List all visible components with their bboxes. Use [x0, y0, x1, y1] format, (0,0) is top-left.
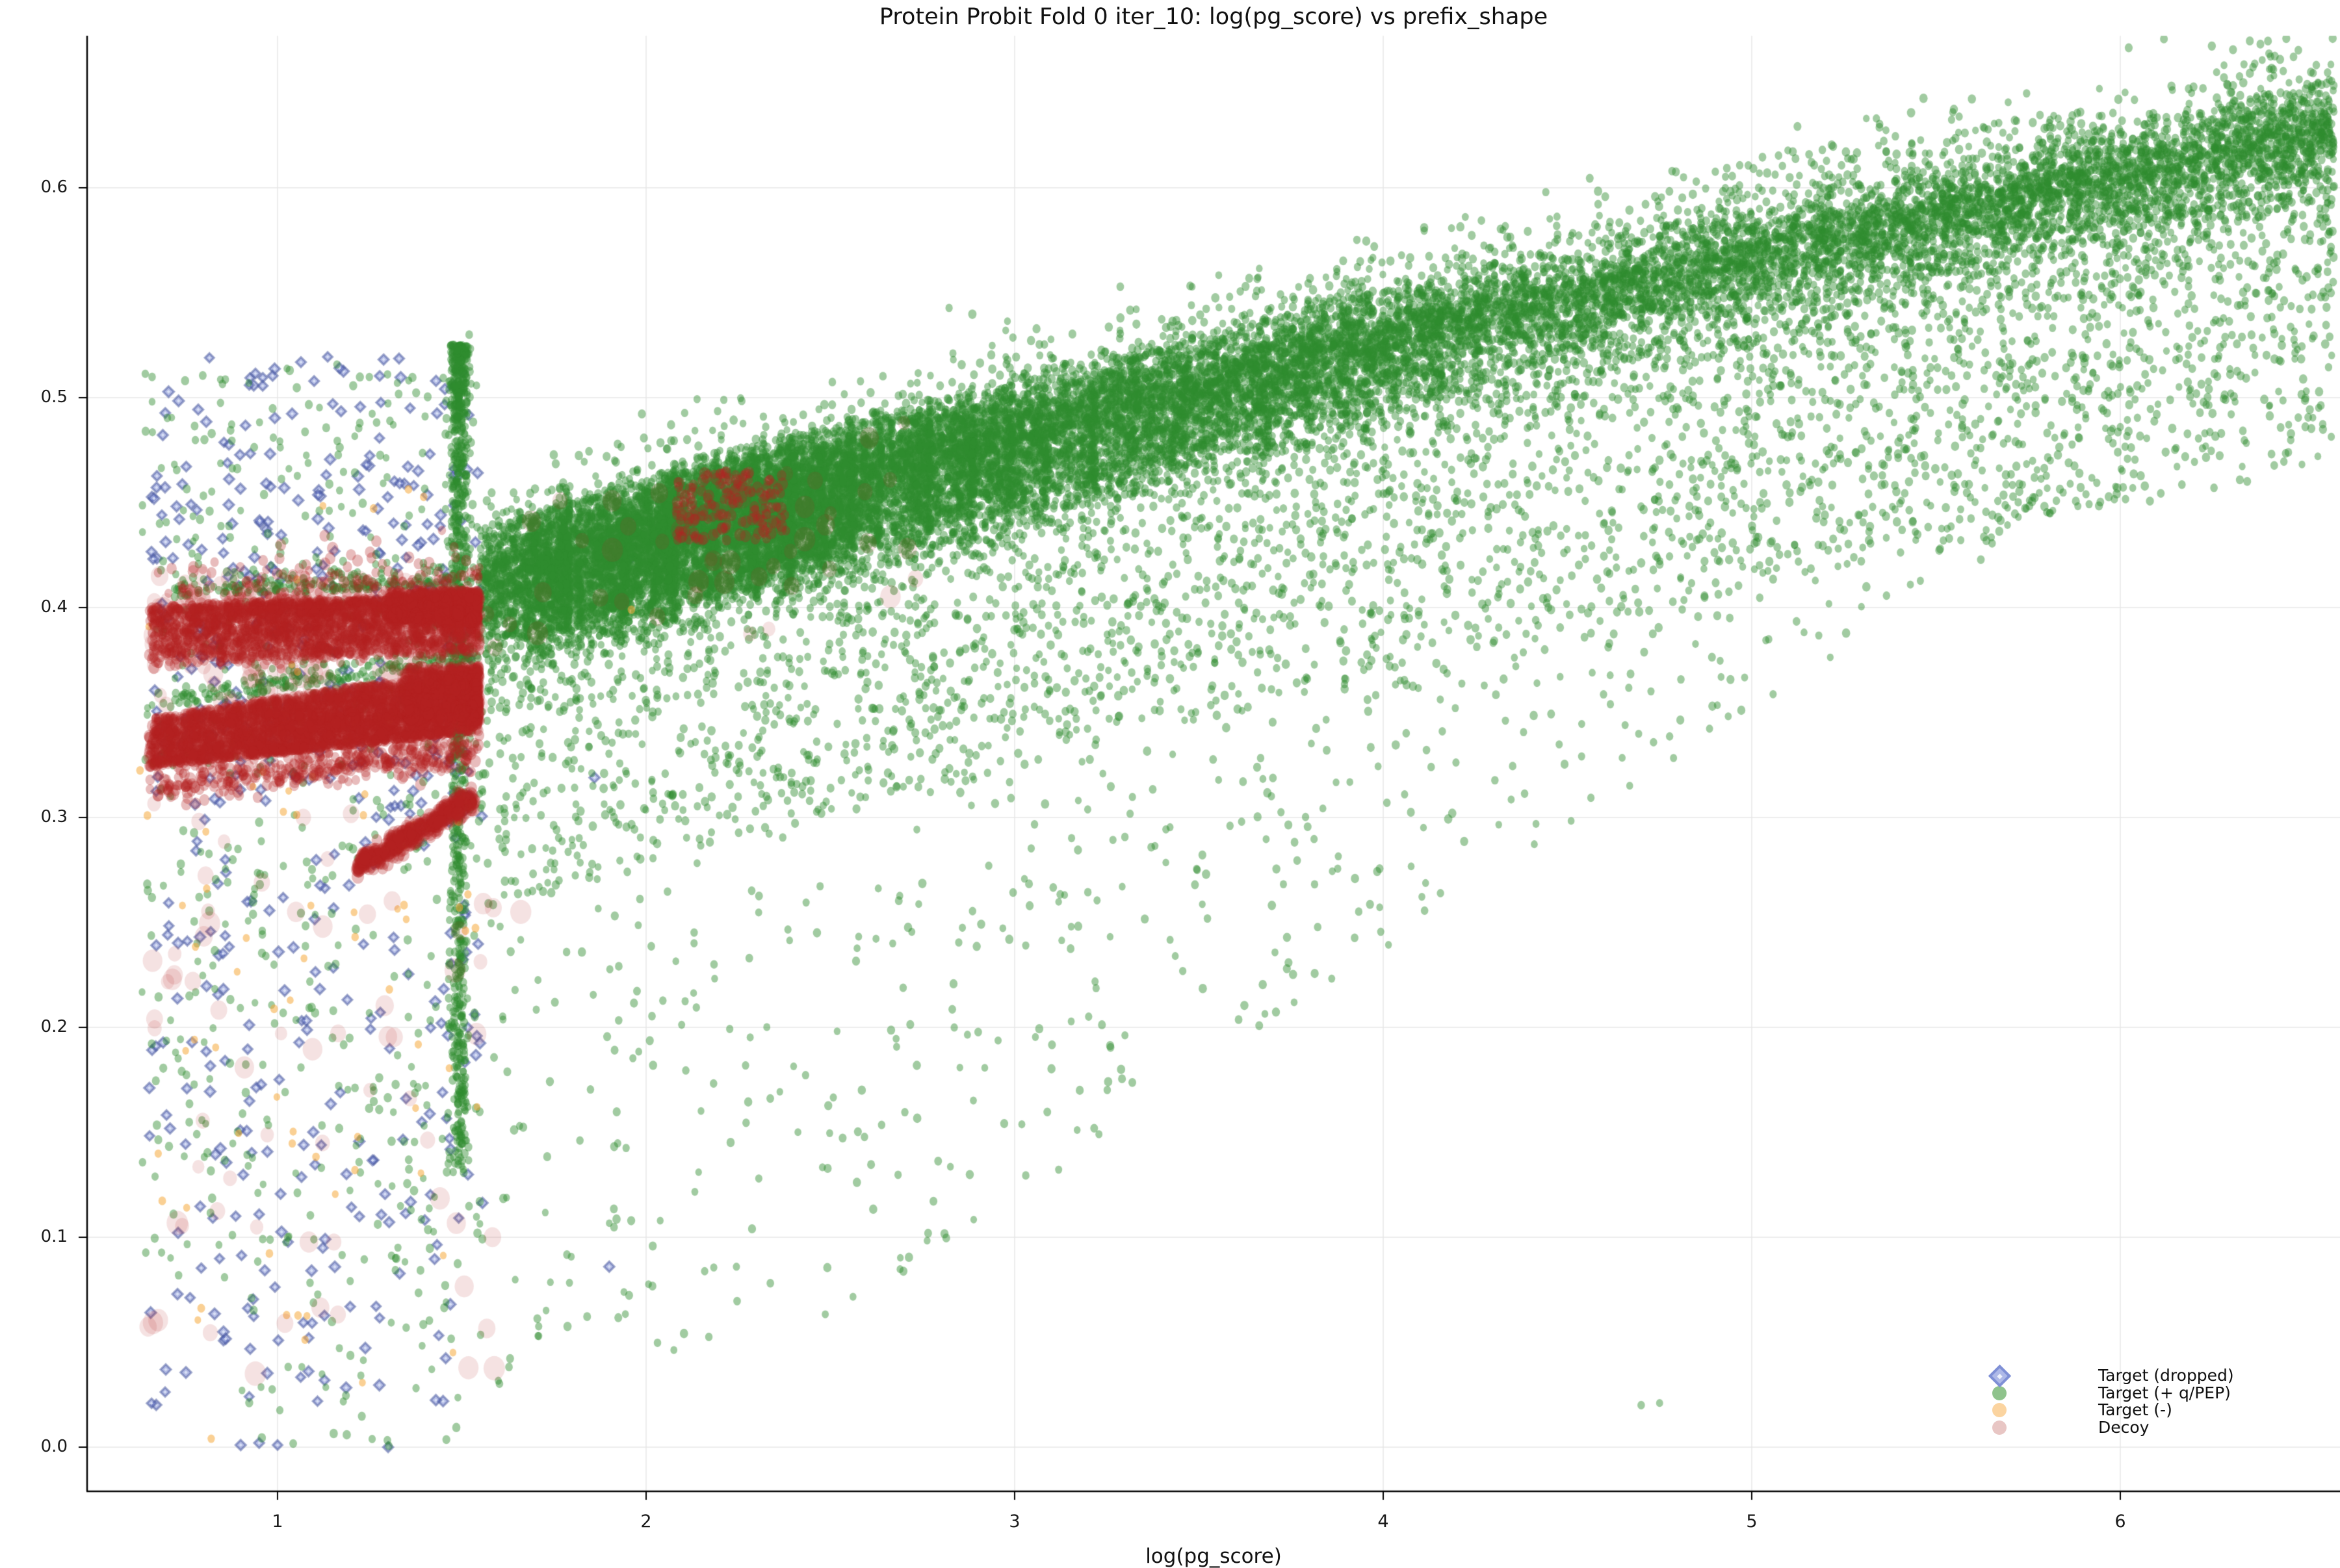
- y-tick-label: 0.0: [40, 1437, 68, 1456]
- y-tick-label: 0.6: [40, 177, 68, 197]
- legend-item: Target (dropped): [1988, 1364, 2234, 1387]
- y-tick-label: 0.2: [40, 1017, 68, 1036]
- legend-circle-icon: [1988, 1420, 2011, 1435]
- chart-title: Protein Probit Fold 0 iter_10: log(pg_sc…: [879, 4, 1548, 30]
- legend-diamond-icon: [1988, 1364, 2011, 1387]
- x-tick-label: 5: [1746, 1511, 1758, 1532]
- x-axis-label: log(pg_score): [1145, 1545, 1282, 1568]
- x-tick-label: 3: [1009, 1511, 1020, 1532]
- legend: Target (dropped) Target (+ q/PEP) Target (…: [1988, 1364, 2234, 1437]
- y-tick-label: 0.4: [40, 597, 68, 617]
- legend-item: Target (-): [1988, 1400, 2234, 1419]
- legend-item: Target (+ q/PEP): [1988, 1383, 2234, 1402]
- y-tick-label: 0.5: [40, 387, 68, 407]
- x-tick-label: 2: [640, 1511, 652, 1532]
- legend-label: Decoy: [2098, 1417, 2150, 1437]
- legend-circle-icon: [1988, 1403, 2011, 1418]
- legend-item: Decoy: [1988, 1419, 2234, 1437]
- x-tick-label: 4: [1377, 1511, 1389, 1532]
- legend-label: Target (-): [2098, 1400, 2172, 1419]
- legend-label: Target (dropped): [2098, 1366, 2234, 1385]
- y-tick-label: 0.3: [40, 807, 68, 827]
- legend-circle-icon: [1988, 1385, 2011, 1400]
- y-tick-label: 0.1: [40, 1227, 68, 1246]
- legend-label: Target (+ q/PEP): [2098, 1383, 2231, 1402]
- x-tick-label: 6: [2114, 1511, 2126, 1532]
- x-tick-label: 1: [272, 1511, 283, 1532]
